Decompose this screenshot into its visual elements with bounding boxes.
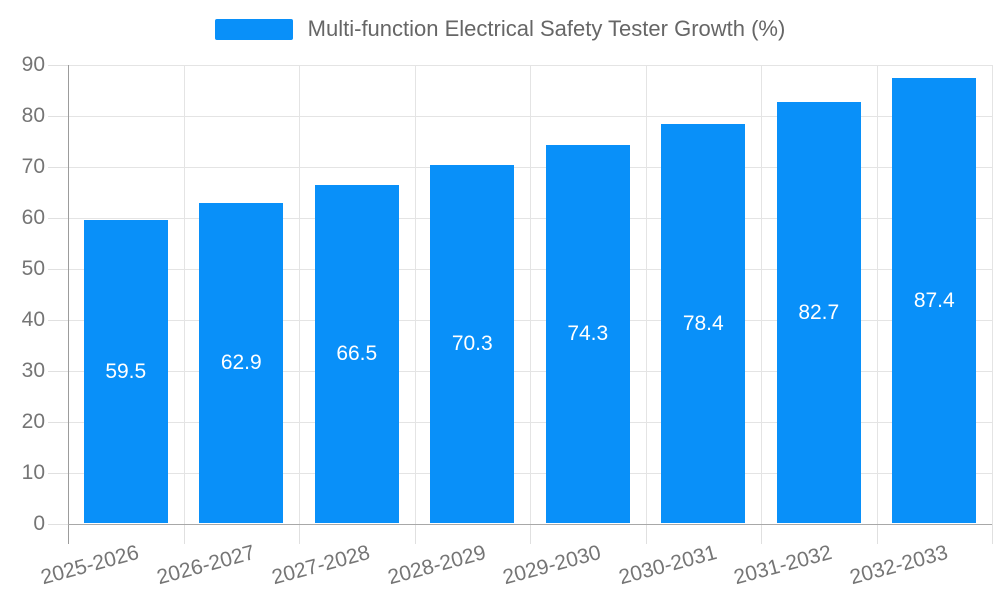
x-gridline [992, 65, 993, 524]
x-axis-tick-label: 2026-2027 [154, 541, 258, 590]
legend-item[interactable]: Multi-function Electrical Safety Tester … [214, 16, 786, 42]
y-axis-tick-label: 20 [21, 409, 45, 433]
bar[interactable]: 70.3 [430, 165, 515, 524]
bar[interactable]: 74.3 [545, 144, 630, 524]
x-gridline [876, 65, 878, 524]
legend-label: Multi-function Electrical Safety Tester … [307, 16, 786, 41]
x-axis-line [68, 523, 992, 525]
x-gridline [530, 65, 531, 524]
y-axis-tick [48, 268, 68, 270]
legend: Multi-function Electrical Safety Tester … [0, 16, 1000, 42]
bar[interactable]: 59.5 [83, 220, 168, 524]
bar-value-label: 74.3 [567, 322, 609, 346]
y-axis-tick-label: 80 [21, 103, 45, 127]
bar[interactable]: 66.5 [314, 184, 399, 524]
y-axis-tick [48, 65, 68, 66]
y-axis-tick [48, 370, 68, 372]
y-axis-tick [48, 523, 68, 525]
bar-value-label: 87.4 [913, 288, 955, 312]
bar-value-label: 82.7 [798, 300, 840, 324]
x-gridline [761, 65, 762, 524]
x-axis-tick [183, 523, 185, 544]
x-axis-tick-label: 2025-2026 [38, 541, 142, 590]
x-axis-tick-label: 2027-2028 [269, 541, 373, 590]
y-axis-tick [48, 217, 68, 219]
x-axis-tick [414, 523, 416, 544]
y-axis-tick [48, 319, 68, 321]
y-axis-tick-label: 30 [21, 358, 45, 382]
x-axis-tick [761, 523, 762, 544]
bar-value-label: 70.3 [451, 332, 493, 356]
bar-value-label: 66.5 [336, 342, 378, 366]
x-gridline [414, 65, 416, 524]
y-axis-line [68, 65, 69, 544]
bar[interactable]: 82.7 [776, 102, 861, 524]
x-gridline [645, 65, 647, 524]
y-axis-tick [48, 115, 68, 117]
bar-value-label: 59.5 [105, 359, 147, 383]
y-axis-tick-label: 10 [21, 460, 45, 484]
y-axis-tick-label: 70 [21, 154, 45, 178]
bar[interactable]: 87.4 [892, 78, 977, 524]
y-axis-tick-label: 90 [21, 53, 45, 76]
x-gridline [183, 65, 185, 524]
bar-value-label: 78.4 [682, 311, 724, 335]
legend-swatch-icon [214, 18, 293, 40]
x-axis-tick-label: 2032-2033 [847, 541, 951, 590]
y-axis-tick-label: 0 [33, 511, 45, 535]
x-axis-tick-label: 2029-2030 [500, 541, 604, 590]
y-axis-tick [48, 472, 68, 474]
y-axis-tick [48, 166, 68, 168]
x-axis-tick [992, 523, 993, 544]
x-axis-tick-label: 2031-2032 [731, 541, 835, 590]
x-gridline [299, 65, 300, 524]
x-axis-tick [876, 523, 878, 544]
x-axis-tick [299, 523, 300, 544]
x-axis-tick-label: 2028-2029 [385, 541, 489, 590]
x-axis-tick-label: 2030-2031 [616, 541, 720, 590]
bar[interactable]: 78.4 [661, 124, 746, 524]
x-axis-tick [645, 523, 647, 544]
y-axis-tick-label: 40 [21, 307, 45, 331]
bar[interactable]: 62.9 [199, 203, 284, 524]
y-axis-tick-label: 60 [21, 205, 45, 229]
bar-value-label: 62.9 [220, 351, 262, 375]
x-axis-tick [530, 523, 531, 544]
y-axis-tick [48, 421, 68, 423]
y-axis-tick-label: 50 [21, 256, 45, 280]
